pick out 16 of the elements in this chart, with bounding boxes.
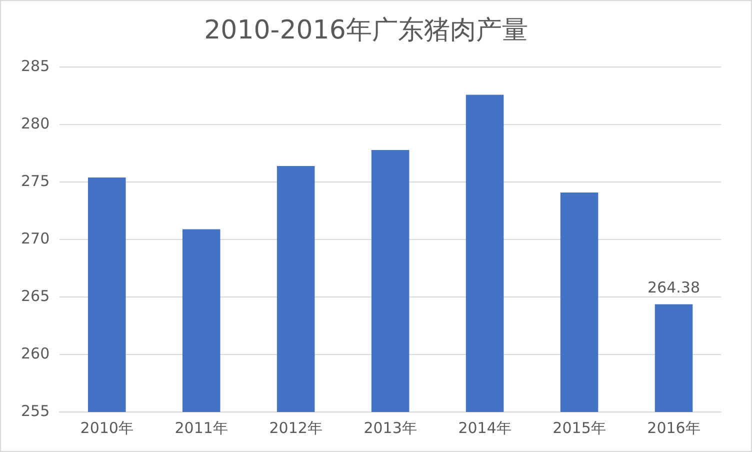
y-tick-label: 255: [20, 402, 50, 420]
chart-title: 2010-2016年广东猪肉产量: [204, 15, 528, 46]
y-tick-label: 270: [20, 229, 50, 248]
x-tick-label: 2015年: [552, 418, 606, 437]
x-tick-label: 2012年: [269, 418, 322, 437]
y-tick-label: 260: [20, 344, 50, 362]
y-tick-label: 265: [20, 286, 50, 305]
x-tick-label: 2011年: [174, 418, 228, 437]
y-tick-label: 275: [20, 172, 50, 190]
x-tick-label: 2013年: [364, 418, 417, 437]
x-tick-label: 2016年: [647, 418, 700, 437]
data-label: 264.38: [648, 278, 700, 297]
x-tick-label: 2014年: [458, 418, 512, 437]
y-tick-label: 285: [20, 57, 50, 76]
x-tick-label: 2010年: [80, 418, 134, 437]
y-tick-label: 280: [20, 114, 50, 133]
